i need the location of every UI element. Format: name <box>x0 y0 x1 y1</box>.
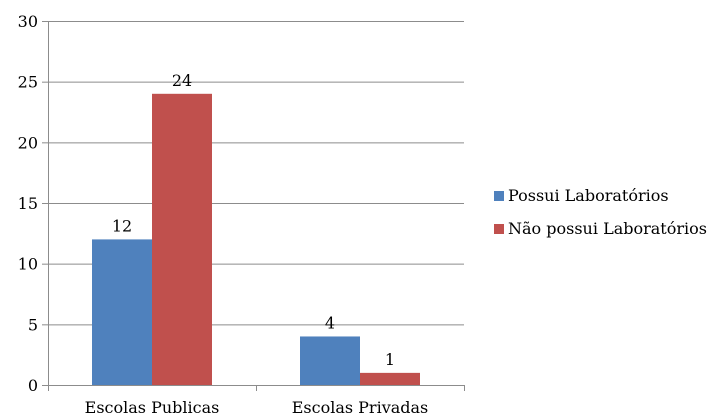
x-tick-label: Escolas Privadas <box>292 398 429 416</box>
x-tick-label: Escolas Publicas <box>85 398 220 416</box>
bar-nao-possui-0 <box>152 93 212 386</box>
legend-swatch <box>494 224 504 234</box>
data-label: 12 <box>112 216 132 235</box>
data-labels: 12 24 4 1 <box>112 71 395 369</box>
legend-label: Não possui Laboratórios <box>508 219 707 238</box>
legend-swatch <box>494 191 504 201</box>
y-tick-label: 15 <box>18 194 38 213</box>
data-label: 4 <box>325 313 335 332</box>
legend-label: Possui Laboratórios <box>508 186 669 205</box>
bar-possui-0 <box>92 239 152 385</box>
y-tick-label: 25 <box>18 73 38 92</box>
y-axis-ticks: 0 5 10 15 20 25 30 <box>18 12 48 395</box>
bar-nao-possui-1 <box>360 372 420 385</box>
x-axis-ticks: Escolas Publicas Escolas Privadas <box>48 385 465 417</box>
bar-possui-1 <box>300 336 360 385</box>
y-tick-label: 0 <box>28 376 38 395</box>
y-tick-label: 5 <box>28 315 38 334</box>
y-tick-label: 30 <box>18 12 38 31</box>
y-tick-label: 10 <box>18 255 38 274</box>
bars <box>92 93 420 386</box>
y-tick-label: 20 <box>18 133 38 152</box>
legend: Possui Laboratórios Não possui Laboratóri… <box>494 186 707 238</box>
data-label: 1 <box>385 350 395 369</box>
data-label: 24 <box>172 71 192 90</box>
